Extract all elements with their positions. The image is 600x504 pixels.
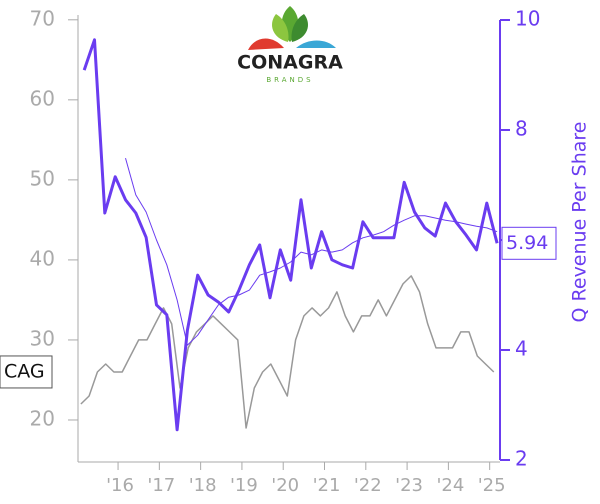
y2-tick-label: 10 (515, 7, 540, 31)
x-tick-label: '17 (147, 475, 175, 496)
y-tick-label: 50 (30, 166, 55, 190)
x-tick-label: '16 (106, 475, 134, 496)
series-label-box (0, 355, 53, 389)
logo-name: CONAGRA (237, 52, 343, 74)
logo-leaf (291, 14, 308, 42)
x-tick-label: '22 (354, 475, 382, 496)
x-tick-label: '18 (189, 475, 217, 496)
series-line (80, 275, 495, 429)
series-label: CAG (4, 360, 45, 382)
logo-tagline: BRANDS (266, 76, 313, 84)
logo-leaf (272, 14, 289, 42)
logo: CONAGRA BRANDS (237, 6, 343, 84)
y2-tick-label: 8 (515, 117, 528, 141)
y-tick-label: 20 (30, 406, 55, 430)
y2-axis-label: Q Revenue Per Share (569, 122, 591, 323)
x-tick-label: '20 (271, 475, 299, 496)
logo-arc (296, 40, 336, 48)
logo-arc (248, 38, 284, 50)
x-tick-label: '21 (313, 475, 341, 496)
y-tick-label: 60 (30, 86, 55, 110)
y-tick-label: 40 (30, 246, 55, 270)
y-tick-label: 70 (30, 6, 55, 30)
x-tick-label: '23 (395, 475, 423, 496)
value-label-box (501, 226, 557, 260)
x-tick-label: '19 (230, 475, 258, 496)
y2-tick-label: 2 (515, 447, 528, 471)
value-label: 5.94 (506, 232, 548, 254)
series-line (125, 157, 498, 346)
y2-tick-label: 4 (515, 337, 528, 361)
x-tick-label: '24 (436, 475, 464, 496)
x-tick-label: '25 (478, 475, 506, 496)
series-line (82, 38, 499, 432)
y-tick-label: 30 (30, 326, 55, 350)
